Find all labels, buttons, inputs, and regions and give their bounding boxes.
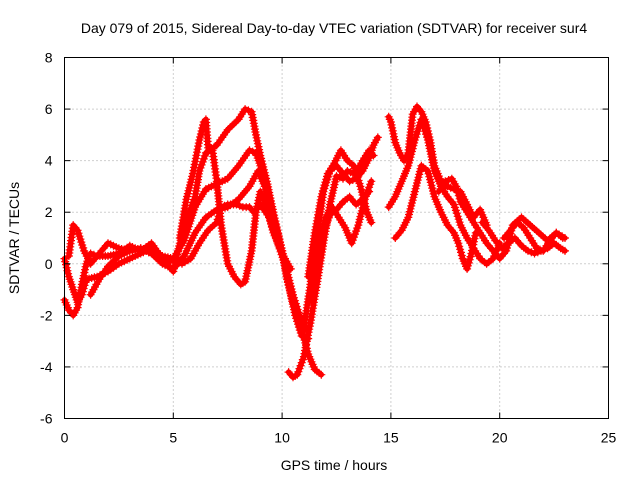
x-tick-label: 0 (61, 430, 69, 446)
x-tick-label: 20 (492, 430, 508, 446)
series-plus-markers (312, 187, 374, 268)
series-track-12 (384, 115, 504, 268)
y-axis-label: SDTVAR / TECUs (6, 182, 22, 294)
series-plus-markers (384, 115, 504, 268)
series-trail (479, 219, 568, 257)
x-tick-label: 15 (383, 430, 399, 446)
series-trail (61, 147, 311, 342)
y-tick-label: 6 (45, 101, 53, 117)
series-track-15 (478, 218, 569, 258)
plot-frame (64, 57, 609, 419)
y-tick-label: 0 (45, 256, 53, 272)
series-plus-markers (500, 218, 567, 255)
series-track-13 (391, 161, 480, 273)
series-plus-markers (175, 115, 295, 289)
y-tick-label: -4 (40, 359, 53, 375)
chart-title: Day 079 of 2015, Sidereal Day-to-day VTE… (81, 20, 587, 36)
x-axis-label: GPS time / hours (281, 457, 388, 473)
y-tick-label: -6 (40, 411, 53, 427)
y-tick-label: 2 (45, 204, 53, 220)
x-tick-label: 10 (274, 430, 290, 446)
y-tick-label: -2 (40, 307, 53, 323)
series-track-16 (500, 218, 567, 255)
y-tick-label: 4 (45, 153, 53, 169)
x-tick-label: 25 (601, 430, 617, 446)
y-tick-label: 8 (45, 50, 53, 66)
series-plus-markers (391, 161, 480, 273)
x-tick-label: 5 (169, 430, 177, 446)
series-track-10 (312, 187, 374, 268)
data-series (60, 102, 569, 382)
series-track-5 (175, 115, 295, 289)
series-track-6 (284, 146, 378, 382)
ticks: 0 5 10 15 20 25 -6 -4 -2 0 2 4 6 8 (40, 50, 616, 446)
series-plus-markers (284, 146, 378, 382)
